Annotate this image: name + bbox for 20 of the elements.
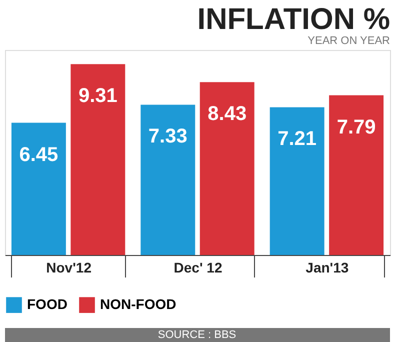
x-tick-label: Jan'13 xyxy=(306,260,349,276)
data-label: 9.31 xyxy=(78,85,118,108)
bar xyxy=(70,64,126,255)
x-tick-label: Nov'12 xyxy=(46,260,92,276)
chart-subtitle: YEAR ON YEAR xyxy=(308,35,390,47)
bar xyxy=(329,95,384,255)
source-note: SOURCE : BBS xyxy=(158,329,236,341)
bar xyxy=(270,107,324,255)
data-label: 7.79 xyxy=(336,116,376,138)
bar xyxy=(11,122,66,255)
legend-label: FOOD xyxy=(27,296,68,312)
data-label: 6.45 xyxy=(19,144,58,166)
bar xyxy=(140,104,196,255)
data-label: 8.43 xyxy=(208,103,247,126)
data-label: 7.33 xyxy=(148,126,188,148)
bar xyxy=(200,82,254,255)
data-label: 7.21 xyxy=(278,128,317,150)
legend-label: NON-FOOD xyxy=(100,296,176,312)
chart-title: INFLATION % xyxy=(197,3,390,36)
x-tick-label: Dec' 12 xyxy=(174,260,222,276)
